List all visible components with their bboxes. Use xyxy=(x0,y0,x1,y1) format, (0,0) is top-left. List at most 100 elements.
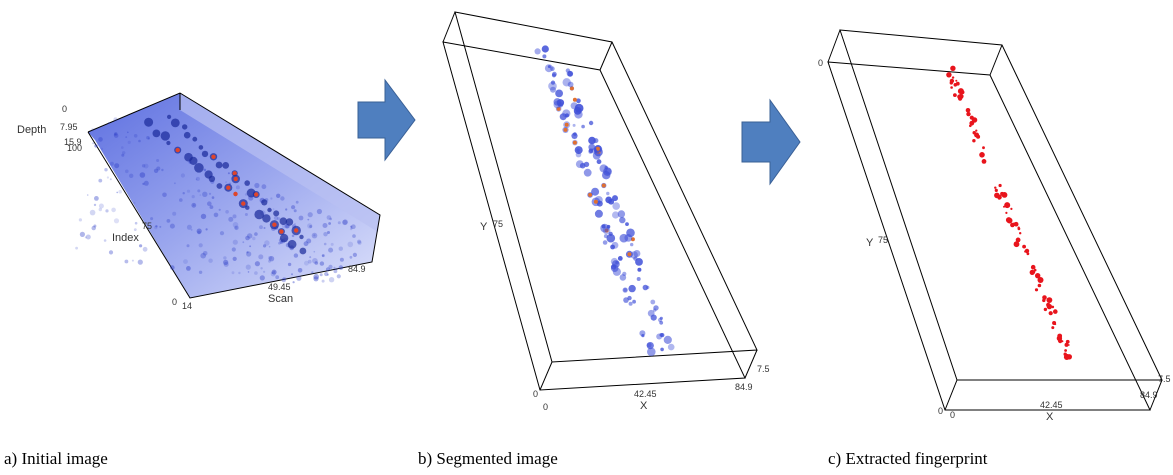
speckle xyxy=(108,122,110,124)
fingerprint-blob xyxy=(966,112,970,116)
speckle xyxy=(276,194,280,198)
track-blob xyxy=(222,162,229,169)
speckle xyxy=(183,259,188,264)
speckle xyxy=(154,169,158,173)
speckle xyxy=(308,212,313,217)
arrow xyxy=(742,100,800,184)
hot-spot xyxy=(602,184,606,188)
segment-blob xyxy=(574,107,582,115)
fingerprint-blob xyxy=(1052,321,1056,325)
speckle xyxy=(223,256,226,259)
segment-blob xyxy=(584,162,589,167)
hot-spot xyxy=(565,123,569,127)
speckle xyxy=(322,255,324,257)
segment-blob xyxy=(589,121,593,125)
axis-tick-label: 0 xyxy=(62,104,67,114)
axis-tick-label: 42.45 xyxy=(634,389,657,399)
speckle xyxy=(311,271,313,273)
segment-blob xyxy=(628,285,635,292)
axis-tick-label: 0 xyxy=(938,406,943,416)
speckle xyxy=(254,271,258,275)
speckle xyxy=(228,172,230,174)
speckle xyxy=(118,190,122,194)
axis-tick-label: 75 xyxy=(142,221,152,231)
speckle xyxy=(320,261,324,265)
segment-blob xyxy=(613,268,621,276)
hot-spot xyxy=(272,223,276,227)
speckle xyxy=(94,196,99,201)
speckle xyxy=(262,184,267,189)
box-edge xyxy=(455,12,757,362)
segment-blob xyxy=(630,243,633,246)
fingerprint-blob xyxy=(972,139,975,142)
speckle xyxy=(273,208,275,210)
fingerprint-blob xyxy=(975,130,977,132)
speckle xyxy=(206,228,208,230)
speckle xyxy=(350,226,352,228)
hot-spot xyxy=(254,192,258,196)
speckle xyxy=(161,169,163,171)
speckle xyxy=(312,258,318,264)
speckle xyxy=(314,251,316,253)
speckle xyxy=(293,281,295,283)
speckle xyxy=(296,201,299,204)
track-blob xyxy=(194,163,204,173)
segment-blob xyxy=(648,310,655,317)
speckle xyxy=(191,203,196,208)
segment-blob xyxy=(554,101,562,109)
segment-blob xyxy=(627,296,631,300)
axis-label: Depth xyxy=(17,124,46,136)
speckle xyxy=(245,213,248,216)
speckle xyxy=(140,172,146,178)
fingerprint-blob xyxy=(1003,193,1007,197)
speckle xyxy=(353,253,357,257)
speckle xyxy=(133,202,135,204)
fingerprint-blob xyxy=(950,66,955,71)
track-blob xyxy=(209,176,215,182)
speckle xyxy=(105,209,108,212)
speckle xyxy=(252,237,255,240)
speckle xyxy=(199,271,202,274)
speckle xyxy=(275,275,279,279)
segment-blob xyxy=(660,348,664,352)
segment-blob xyxy=(625,222,629,226)
track-blob xyxy=(244,180,250,186)
segment-blob xyxy=(573,124,576,127)
segment-blob xyxy=(668,344,675,351)
speckle xyxy=(114,117,118,121)
speckle xyxy=(110,178,112,180)
speckle xyxy=(101,148,103,150)
speckle xyxy=(98,137,103,142)
fingerprint-blob xyxy=(994,187,996,189)
speckle xyxy=(202,192,207,197)
fingerprint-blob xyxy=(1016,238,1021,243)
segment-blob xyxy=(633,250,640,257)
segment-blob xyxy=(593,138,598,143)
speckle xyxy=(296,276,301,281)
fingerprint-blob xyxy=(958,97,962,101)
fingerprint-blob xyxy=(1013,222,1016,225)
segment-blob xyxy=(571,133,577,139)
speckle xyxy=(268,256,272,260)
axis-tick-label: 7.5 xyxy=(1158,374,1171,384)
segment-blob xyxy=(612,211,619,218)
speckle xyxy=(90,210,96,216)
hot-spot xyxy=(573,98,577,102)
speckle xyxy=(298,268,303,273)
speckle xyxy=(270,197,272,199)
speckle xyxy=(129,174,133,178)
fingerprint-blob xyxy=(952,76,954,78)
speckle xyxy=(114,132,117,135)
speckle xyxy=(204,169,207,172)
speckle xyxy=(312,233,318,239)
speckle xyxy=(223,260,228,265)
fingerprint-blob xyxy=(1049,311,1053,315)
speckle xyxy=(238,272,240,274)
speckle xyxy=(248,271,250,273)
speckle xyxy=(208,259,212,263)
speckle xyxy=(207,201,212,206)
speckle xyxy=(260,275,265,280)
speckle xyxy=(93,225,96,228)
fingerprint-blob xyxy=(1057,334,1062,339)
speckle xyxy=(350,228,352,230)
